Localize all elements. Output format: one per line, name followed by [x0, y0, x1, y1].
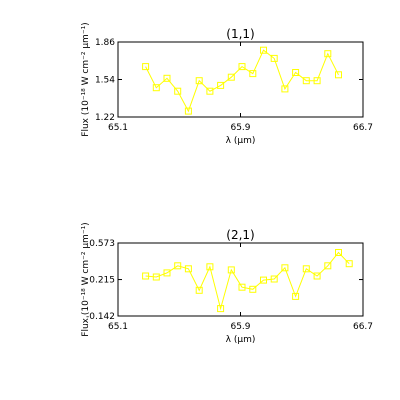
data-point-marker — [238, 283, 246, 291]
x-axis-label: λ (μm) — [226, 335, 256, 345]
data-point-marker — [217, 81, 225, 89]
x-tick-label: 65.1 — [108, 322, 128, 332]
data-point-marker — [195, 286, 203, 294]
y-tick-label: -0.142 — [86, 312, 115, 322]
data-point-marker — [163, 269, 171, 277]
data-point-marker — [217, 305, 225, 313]
data-point-marker — [260, 46, 267, 54]
data-point-marker — [184, 265, 192, 273]
series-line — [145, 49, 339, 113]
data-point-marker — [206, 263, 214, 271]
data-point-marker — [238, 63, 246, 71]
x-tick-label: 65.1 — [108, 123, 128, 133]
y-tick-label: 1.54 — [95, 76, 115, 86]
data-point-marker — [195, 77, 203, 85]
y-tick-label: 0.573 — [89, 239, 115, 249]
data-point-marker — [249, 285, 257, 293]
x-tick-label: 65.9 — [230, 322, 250, 332]
data-point-marker — [335, 249, 342, 256]
data-point-marker — [302, 265, 310, 273]
data-point-marker — [345, 260, 353, 268]
data-point-marker — [324, 50, 332, 58]
data-point-marker — [292, 292, 300, 300]
data-point-marker — [227, 73, 235, 81]
data-point-marker — [335, 71, 342, 79]
data-point-marker — [163, 74, 171, 82]
data-point-marker — [281, 264, 289, 272]
chart-panel-2: (2,1) 65.1 65.9 66.7 -0.142 0.215 0.573 λ (μm) F… — [81, 222, 373, 345]
data-point-marker — [281, 85, 289, 93]
data-point-marker — [174, 262, 182, 270]
data-point-marker — [142, 272, 150, 280]
data-point-marker — [260, 276, 267, 284]
x-tick-label: 65.9 — [230, 123, 250, 133]
y-tick-label: 0.215 — [89, 276, 115, 286]
data-point-marker — [184, 107, 192, 115]
plot-frame — [117, 41, 364, 118]
chart-title: (2,1) — [226, 228, 254, 242]
data-point-marker — [142, 63, 150, 71]
data-point-marker — [292, 69, 300, 76]
data-point-marker — [270, 275, 278, 283]
data-point-marker — [324, 262, 332, 270]
series-line — [145, 251, 350, 311]
y-axis-label: Flux (10⁻¹⁸ W cm⁻² μm⁻¹) — [81, 222, 91, 336]
data-point-marker — [174, 87, 182, 95]
data-point-marker — [302, 77, 310, 85]
chart-title: (1,1) — [226, 27, 254, 41]
y-tick-label: 1.22 — [95, 113, 115, 123]
data-point-marker — [152, 273, 160, 281]
data-point-marker — [227, 266, 235, 274]
x-tick-label: 66.7 — [353, 322, 373, 332]
data-point-marker — [313, 272, 321, 280]
data-point-marker — [152, 84, 160, 92]
y-axis-label: Flux (10⁻¹⁸ W cm⁻² μm⁻¹) — [81, 22, 91, 136]
x-axis-label: λ (μm) — [226, 136, 256, 146]
data-point-marker — [249, 70, 257, 78]
data-point-marker — [206, 87, 214, 95]
y-tick-label: 1.86 — [95, 38, 115, 48]
data-point-marker — [313, 77, 321, 85]
x-tick-label: 66.7 — [353, 123, 373, 133]
data-point-marker — [270, 54, 278, 62]
chart-panel-1: (1,1) 65.1 65.9 66.7 1.22 1.54 1.86 λ (μm) Flux … — [81, 22, 373, 146]
